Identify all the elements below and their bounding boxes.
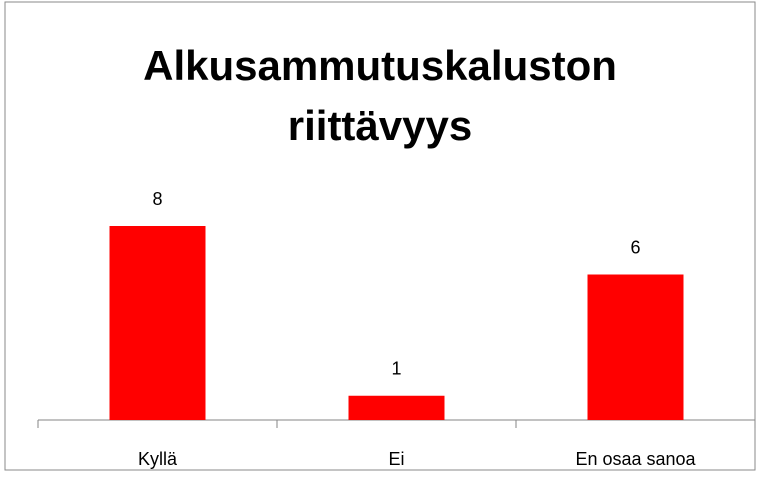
bar xyxy=(587,274,684,420)
bar xyxy=(348,395,445,420)
x-tick-label: En osaa sanoa xyxy=(575,449,696,469)
bar xyxy=(109,226,206,420)
chart-title: Alkusammutuskaluston riittävyys xyxy=(143,42,617,149)
data-label: 6 xyxy=(630,237,640,257)
x-tick-label: Kyllä xyxy=(138,449,178,469)
data-label: 8 xyxy=(152,189,162,209)
data-label: 1 xyxy=(391,359,401,379)
x-tick-label: Ei xyxy=(388,449,404,469)
chart-frame xyxy=(4,1,756,471)
